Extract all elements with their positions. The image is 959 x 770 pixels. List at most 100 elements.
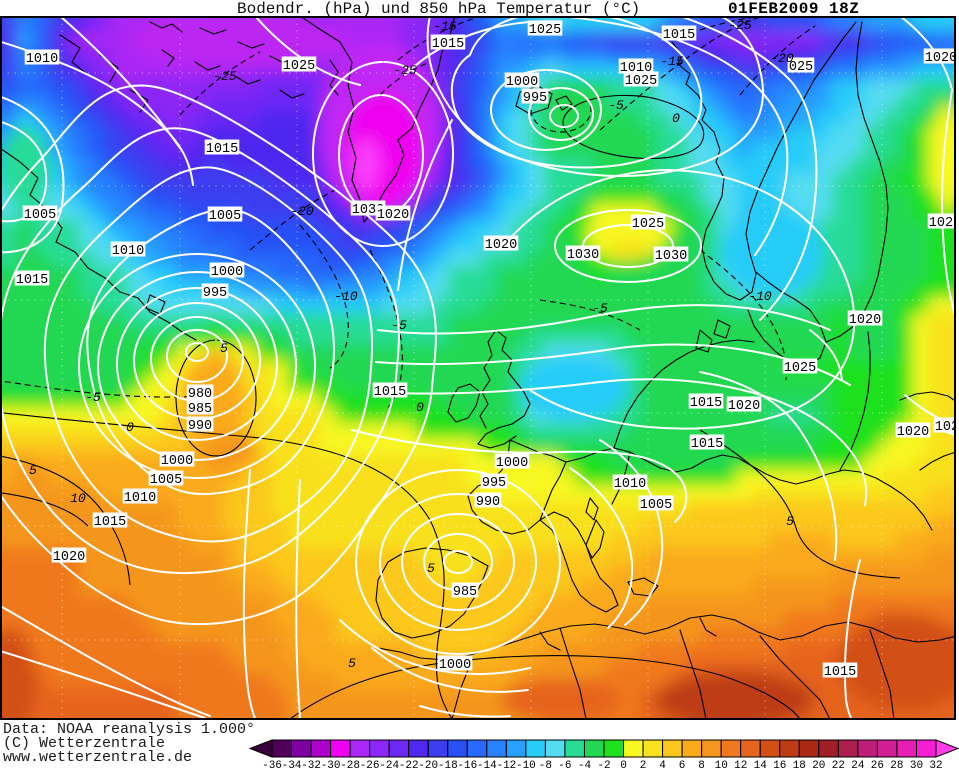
svg-text:6: 6 xyxy=(679,760,686,770)
svg-text:1025: 1025 xyxy=(784,361,816,376)
svg-text:-25: -25 xyxy=(393,63,417,78)
svg-text:1010: 1010 xyxy=(614,477,646,492)
svg-text:1015: 1015 xyxy=(690,396,722,411)
svg-text:10: 10 xyxy=(70,491,86,506)
svg-text:26: 26 xyxy=(871,760,884,770)
svg-text:1000: 1000 xyxy=(506,75,538,90)
svg-text:12: 12 xyxy=(734,760,747,770)
svg-text:5: 5 xyxy=(786,514,794,529)
svg-text:1000: 1000 xyxy=(496,456,528,471)
svg-text:-8: -8 xyxy=(539,760,552,770)
svg-text:1020: 1020 xyxy=(485,238,517,253)
svg-text:1020: 1020 xyxy=(935,420,959,435)
svg-text:-14: -14 xyxy=(477,760,497,770)
svg-text:1020: 1020 xyxy=(849,313,881,328)
svg-text:-20: -20 xyxy=(770,51,794,66)
svg-text:1015: 1015 xyxy=(663,28,695,43)
svg-text:-12: -12 xyxy=(496,760,516,770)
svg-text:-25: -25 xyxy=(213,69,237,84)
svg-text:2: 2 xyxy=(640,760,647,770)
svg-text:1015: 1015 xyxy=(206,142,238,157)
svg-text:980: 980 xyxy=(188,387,212,402)
svg-text:-20: -20 xyxy=(290,204,314,219)
svg-text:0: 0 xyxy=(672,111,680,126)
svg-text:1025: 1025 xyxy=(283,59,315,74)
svg-text:0: 0 xyxy=(416,400,424,415)
svg-text:1005: 1005 xyxy=(24,208,56,223)
svg-text:30: 30 xyxy=(910,760,923,770)
svg-text:1015: 1015 xyxy=(374,385,406,400)
svg-text:1015: 1015 xyxy=(432,37,464,52)
svg-text:1015: 1015 xyxy=(16,273,48,288)
svg-text:025: 025 xyxy=(789,60,813,75)
svg-text:1030: 1030 xyxy=(567,248,599,263)
svg-text:-34: -34 xyxy=(282,760,302,770)
svg-text:1020: 1020 xyxy=(53,550,85,565)
svg-text:24: 24 xyxy=(851,760,865,770)
svg-text:5: 5 xyxy=(427,561,435,576)
svg-text:0: 0 xyxy=(620,760,627,770)
svg-text:1010: 1010 xyxy=(124,491,156,506)
svg-text:-5: -5 xyxy=(608,98,624,113)
svg-text:5: 5 xyxy=(220,341,228,356)
svg-text:16: 16 xyxy=(773,760,786,770)
svg-text:18: 18 xyxy=(793,760,806,770)
svg-text:-10: -10 xyxy=(748,289,772,304)
svg-text:1010: 1010 xyxy=(112,244,144,259)
svg-text:1015: 1015 xyxy=(94,515,126,530)
svg-text:1005: 1005 xyxy=(640,498,672,513)
svg-text:1025: 1025 xyxy=(632,217,664,232)
svg-text:1005: 1005 xyxy=(209,209,241,224)
svg-text:-4: -4 xyxy=(578,760,592,770)
svg-text:-24: -24 xyxy=(379,760,399,770)
svg-text:1020: 1020 xyxy=(377,208,409,223)
svg-text:-6: -6 xyxy=(558,760,571,770)
svg-text:-15: -15 xyxy=(660,54,684,69)
svg-text:-18: -18 xyxy=(438,760,458,770)
svg-text:-2: -2 xyxy=(597,760,610,770)
svg-text:1000: 1000 xyxy=(161,454,193,469)
svg-text:1025: 1025 xyxy=(625,74,657,89)
svg-text:-36: -36 xyxy=(262,760,282,770)
svg-text:-5: -5 xyxy=(391,318,407,333)
svg-text:10: 10 xyxy=(715,760,728,770)
svg-text:1000: 1000 xyxy=(211,265,243,280)
svg-text:-10: -10 xyxy=(516,760,536,770)
svg-text:1025: 1025 xyxy=(529,23,561,38)
svg-text:-28: -28 xyxy=(340,760,360,770)
svg-text:995: 995 xyxy=(523,91,547,106)
svg-text:-5: -5 xyxy=(85,390,101,405)
svg-text:-25: -25 xyxy=(728,18,752,33)
svg-text:1005: 1005 xyxy=(150,473,182,488)
svg-text:20: 20 xyxy=(812,760,825,770)
svg-text:1020: 1020 xyxy=(929,216,959,231)
svg-text:22: 22 xyxy=(832,760,845,770)
svg-text:1010: 1010 xyxy=(26,52,58,67)
svg-text:985: 985 xyxy=(188,402,212,417)
svg-text:985: 985 xyxy=(453,585,477,600)
svg-text:1015: 1015 xyxy=(691,437,723,452)
svg-text:1020: 1020 xyxy=(728,399,760,414)
svg-text:1020: 1020 xyxy=(925,51,957,66)
svg-text:-26: -26 xyxy=(360,760,380,770)
svg-text:990: 990 xyxy=(476,495,500,510)
svg-text:-32: -32 xyxy=(301,760,321,770)
svg-text:32: 32 xyxy=(929,760,942,770)
svg-text:5: 5 xyxy=(348,656,356,671)
svg-text:0: 0 xyxy=(126,420,134,435)
svg-text:4: 4 xyxy=(659,760,666,770)
svg-text:-30: -30 xyxy=(321,760,341,770)
svg-text:995: 995 xyxy=(203,286,227,301)
svg-text:1030: 1030 xyxy=(655,249,687,264)
svg-text:990: 990 xyxy=(188,419,212,434)
svg-text:-5: -5 xyxy=(592,301,608,316)
svg-text:8: 8 xyxy=(698,760,705,770)
svg-text:28: 28 xyxy=(890,760,903,770)
svg-text:-10: -10 xyxy=(334,289,358,304)
svg-text:-15: -15 xyxy=(433,19,457,34)
svg-text:-16: -16 xyxy=(457,760,477,770)
svg-text:995: 995 xyxy=(482,476,506,491)
svg-text:1020: 1020 xyxy=(897,425,929,440)
svg-text:1000: 1000 xyxy=(439,658,471,673)
svg-text:5: 5 xyxy=(29,463,37,478)
